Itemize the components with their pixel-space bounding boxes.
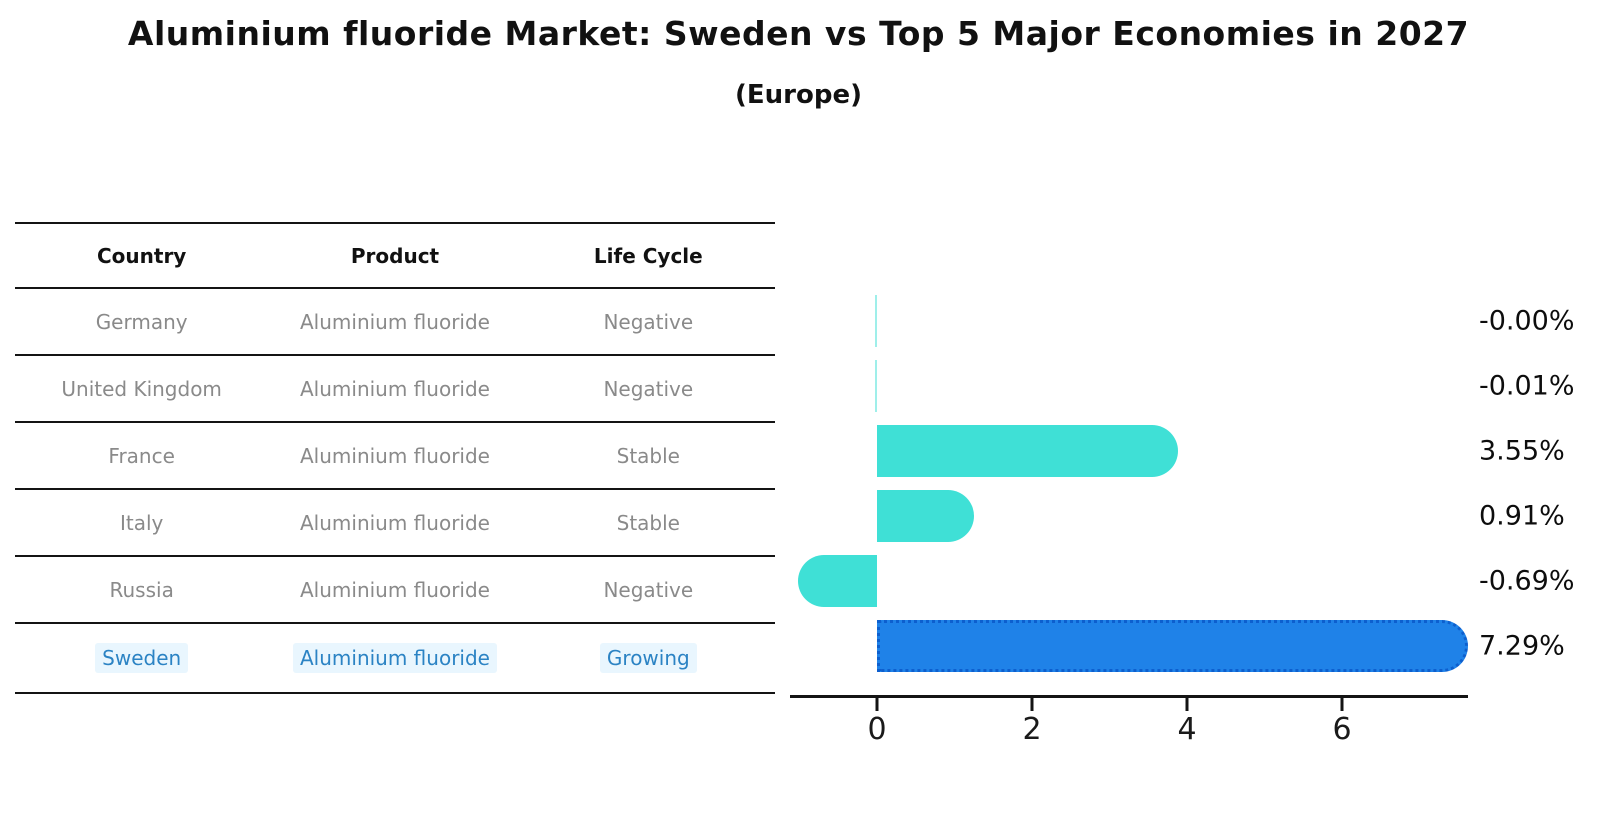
table-header-row: Country Product Life Cycle (15, 222, 775, 287)
bar (874, 295, 877, 347)
table-row: United Kingdom Aluminium fluoride Negati… (15, 354, 775, 421)
x-tick-label: 0 (867, 712, 887, 747)
cell-product: Aluminium fluoride (268, 643, 521, 673)
bar (874, 360, 877, 412)
x-tick-label: 4 (1177, 712, 1197, 747)
value-label: -0.69% (1479, 565, 1575, 597)
bar (877, 425, 1179, 477)
col-header-country: Country (96, 243, 187, 268)
cell-product: Aluminium fluoride (299, 309, 490, 334)
col-header-lifecycle: Life Cycle (593, 243, 703, 268)
x-axis-line (790, 695, 1468, 698)
value-label: 0.91% (1479, 500, 1565, 532)
cell-product: Aluminium fluoride (299, 510, 490, 535)
cell-country: Italy (119, 510, 164, 535)
table-row: Italy Aluminium fluoride Stable (15, 488, 775, 555)
chart-title: Aluminium fluoride Market: Sweden vs Top… (127, 14, 1470, 53)
cell-product: Aluminium fluoride (299, 443, 490, 468)
cell-country: France (108, 443, 175, 468)
cell-country: United Kingdom (61, 376, 222, 401)
bar (877, 490, 974, 542)
cell-lifecycle: Stable (616, 510, 680, 535)
cell-lifecycle: Negative (603, 376, 694, 401)
x-tick (1030, 697, 1034, 711)
cell-lifecycle: Negative (603, 309, 694, 334)
value-label: -0.00% (1479, 305, 1575, 337)
value-label: 7.29% (1479, 630, 1565, 662)
x-tick-label: 6 (1332, 712, 1352, 747)
bar-highlighted (877, 620, 1468, 672)
cell-product: Aluminium fluoride (299, 577, 490, 602)
bar (797, 555, 877, 607)
value-label: 3.55% (1479, 435, 1565, 467)
col-header-product: Product (350, 243, 440, 268)
cell-lifecycle: Growing (522, 643, 775, 673)
cell-lifecycle: Stable (616, 443, 680, 468)
chart-subtitle: (Europe) (735, 80, 862, 110)
x-tick (1185, 697, 1189, 711)
table-row: Russia Aluminium fluoride Negative (15, 555, 775, 622)
cell-country: Sweden (15, 643, 268, 673)
x-tick (1340, 697, 1344, 711)
x-tick-label: 2 (1022, 712, 1042, 747)
cell-lifecycle: Negative (603, 577, 694, 602)
table-row: France Aluminium fluoride Stable (15, 421, 775, 488)
cell-country: Germany (95, 309, 188, 334)
cell-product: Aluminium fluoride (299, 376, 490, 401)
value-label: -0.01% (1479, 370, 1575, 402)
cell-country: Russia (109, 577, 174, 602)
country-table: Country Product Life Cycle Germany Alumi… (15, 222, 775, 694)
x-tick (875, 697, 879, 711)
table-row-highlighted: Sweden Aluminium fluoride Growing (15, 622, 775, 694)
table-row: Germany Aluminium fluoride Negative (15, 287, 775, 354)
